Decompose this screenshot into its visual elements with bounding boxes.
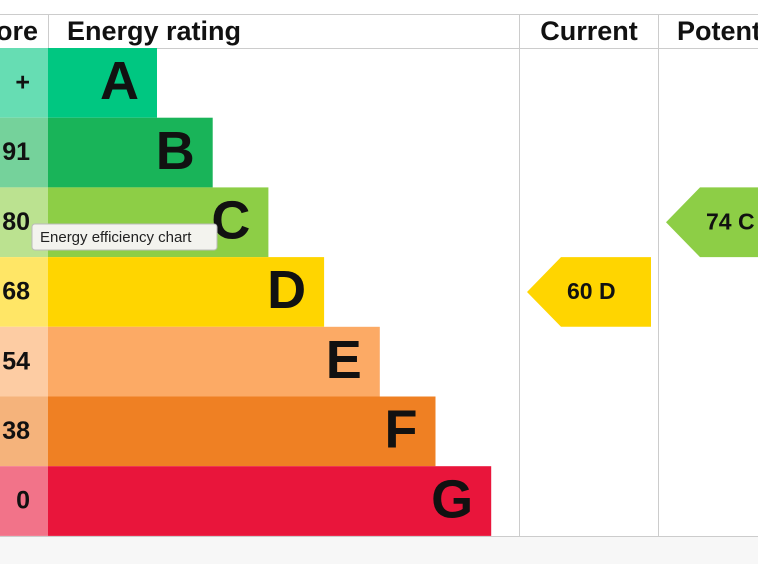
header-score: ore [0,16,38,46]
rating-bar [48,257,325,327]
rating-letter: B [156,121,195,181]
header-potential: Potent [677,16,758,46]
score-label: + [15,68,30,96]
score-cell [0,257,48,327]
header-current: Current [540,16,638,46]
score-cell [0,396,48,467]
current-arrow [527,257,651,327]
score-cell [0,466,48,536]
header-rating: Energy rating [67,16,241,46]
score-label: 80 [2,208,30,236]
potential-arrow [666,187,758,258]
score-label: 68 [2,278,30,306]
rating-bar [48,466,492,536]
footer-band [0,536,758,564]
score-cell [0,117,48,188]
tooltip-text: Energy efficiency chart [40,229,192,246]
rating-bar [48,48,157,118]
current-label: 60 D [567,278,616,304]
rating-bar [48,326,380,397]
score-label: 38 [2,417,30,445]
rating-letter: F [385,400,418,460]
score-label: 91 [2,138,30,166]
rating-letter: E [326,330,362,390]
rating-letter: D [267,260,306,320]
tooltip: Energy efficiency chart [31,223,218,251]
rating-letter: C [211,191,250,251]
arrows: 60 D 74 C [527,187,758,327]
rows: + A 91 B 80 C 68 D 54 E 38 F 0 G [0,48,492,536]
score-label: 0 [16,487,30,515]
rating-bar [48,396,436,467]
tooltip-box [31,223,218,251]
rating-bar [48,117,213,188]
score-label: 54 [2,347,30,375]
rating-letter: A [100,51,139,111]
score-cell [0,326,48,397]
potential-label: 74 C [706,208,755,234]
score-cell [0,48,48,118]
rating-letter: G [431,469,473,529]
